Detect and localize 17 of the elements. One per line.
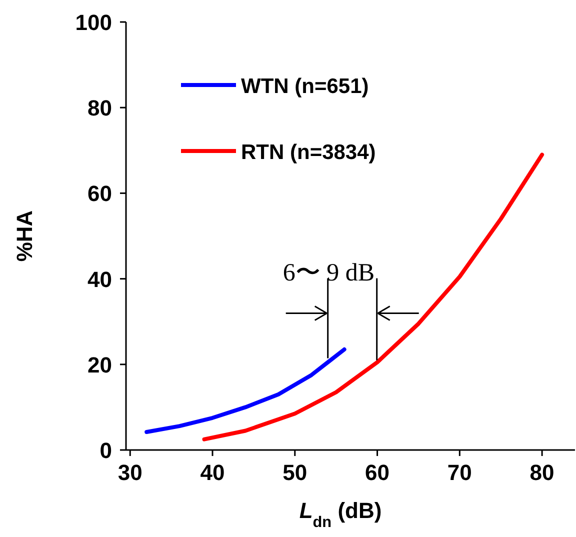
y-tick-label: 80	[88, 96, 112, 121]
y-tick-label: 40	[88, 266, 112, 292]
y-tick-label: 100	[75, 10, 112, 35]
y-tick-label: 60	[88, 181, 112, 206]
x-tick-label: 50	[282, 460, 308, 485]
legend-label: WTN (n=651)	[241, 75, 369, 98]
legend-label: RTN (n=3834)	[241, 141, 376, 164]
y-axis-title: %HA	[12, 210, 37, 262]
x-tick-label: 60	[365, 460, 390, 485]
x-tick-label: 30	[118, 460, 142, 485]
y-tick-label: 0	[100, 438, 112, 463]
x-tick-label: 80	[530, 460, 554, 485]
annotation: 6〜 9 dB	[282, 259, 375, 286]
x-tick-label: 70	[447, 460, 472, 485]
x-tick-label: 40	[200, 460, 225, 485]
y-tick-label: 20	[88, 352, 112, 378]
x-axis-title: L$_{dn}$ (dB)	[299, 498, 382, 530]
